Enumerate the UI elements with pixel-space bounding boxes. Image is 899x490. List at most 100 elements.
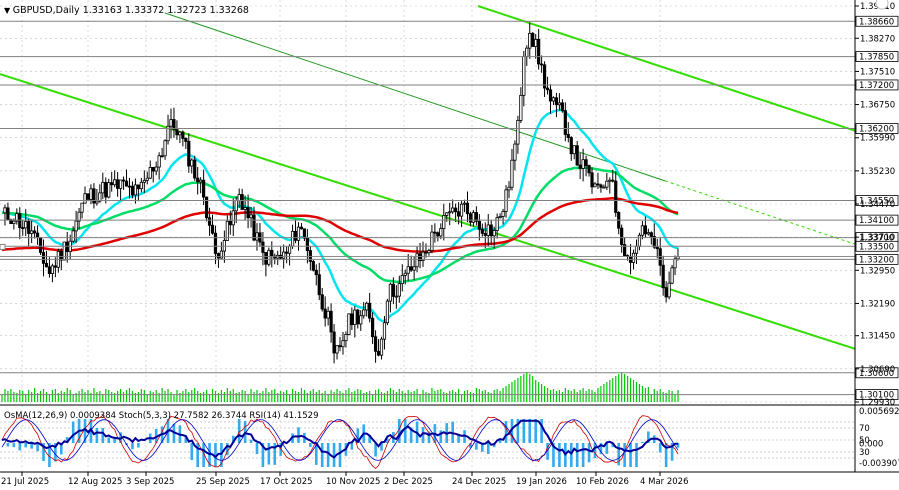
candle-body <box>107 182 111 198</box>
candle <box>356 308 360 329</box>
osma-bar <box>338 443 342 467</box>
candle-body <box>53 265 57 268</box>
osma-bar <box>558 443 561 467</box>
candle <box>169 108 173 139</box>
candle <box>608 177 612 194</box>
candle-body <box>418 253 422 261</box>
candle-body <box>359 315 363 325</box>
candle <box>640 221 645 240</box>
candle <box>53 257 57 278</box>
candle <box>240 188 244 210</box>
candle <box>27 218 31 246</box>
candle-body <box>566 134 570 138</box>
candle <box>302 228 307 242</box>
candle <box>412 255 416 281</box>
level-label: 1.36200 <box>859 125 894 135</box>
left-price-marker <box>0 243 6 250</box>
candle-body <box>320 294 324 310</box>
candle <box>569 136 573 161</box>
candle <box>249 207 253 228</box>
candle <box>439 223 443 240</box>
candle <box>620 224 624 253</box>
candle-body <box>296 226 301 241</box>
chart-scroll-icon[interactable] <box>875 0 889 10</box>
y-tick-label: 1.38270 <box>860 34 895 44</box>
x-tick-label: 3 Sep 2025 <box>126 477 174 487</box>
candle-body <box>445 212 449 216</box>
osma-bar <box>664 443 668 467</box>
candle-body <box>350 313 354 325</box>
osma-bar <box>320 443 324 467</box>
level-label-box <box>855 240 899 252</box>
candle-body <box>116 179 120 189</box>
osma-bar <box>641 441 644 443</box>
candle-body <box>456 211 461 217</box>
candle-body <box>593 183 597 188</box>
candle <box>599 183 603 193</box>
candle-body <box>329 310 333 333</box>
candle-body <box>462 202 467 205</box>
candle-body <box>166 125 170 142</box>
candle <box>317 262 321 301</box>
osma-bar <box>504 421 508 443</box>
candle-body <box>551 97 556 102</box>
candle-body <box>341 340 345 348</box>
candle-body <box>317 274 321 296</box>
candle <box>151 166 155 183</box>
candle-body <box>160 155 164 158</box>
osma-bar <box>65 437 69 443</box>
candle-body <box>376 350 381 356</box>
osma-bar <box>172 423 176 443</box>
candle-body <box>151 166 155 172</box>
candle <box>127 177 132 199</box>
candle-body <box>6 207 10 221</box>
osma-bar <box>48 443 51 467</box>
osma-bar <box>403 419 407 443</box>
candle <box>480 223 484 237</box>
candle <box>519 87 523 124</box>
candle-body <box>356 309 360 325</box>
candle-body <box>344 334 348 342</box>
candle <box>513 140 517 171</box>
candle-body <box>620 227 624 245</box>
candle <box>308 246 312 271</box>
x-tick-label: 25 Sep 2025 <box>196 477 250 487</box>
candle <box>184 137 188 149</box>
candle <box>124 169 129 187</box>
candle <box>175 120 179 140</box>
osma-bar <box>220 443 223 467</box>
candle-body <box>264 252 268 265</box>
candle-body <box>77 211 81 222</box>
candle <box>350 307 354 330</box>
candle-body <box>196 177 200 183</box>
level-label: 1.38660 <box>859 17 894 27</box>
osma-bar <box>552 443 555 467</box>
osma-bar <box>273 443 277 465</box>
candle-body <box>44 262 49 268</box>
candle-body <box>554 97 559 106</box>
candle <box>231 198 235 237</box>
candle-body <box>365 302 369 311</box>
symbol-title: ▼ GBPUSD,Daily 1.33163 1.33372 1.32723 1… <box>4 5 249 16</box>
stoch-signal-line <box>1 419 679 461</box>
candle-body <box>599 184 603 188</box>
osma-bar <box>647 431 650 443</box>
candle <box>403 269 407 285</box>
candle-body <box>80 202 84 213</box>
candle <box>148 160 152 180</box>
candle-body <box>581 159 585 169</box>
level-label: 1.37200 <box>859 81 894 91</box>
candle-body <box>216 253 221 259</box>
candle <box>400 264 404 292</box>
candle-body <box>563 110 567 135</box>
candle-body <box>658 248 662 266</box>
candle-body <box>516 119 520 145</box>
candle <box>50 263 55 283</box>
osma-bar <box>368 434 371 443</box>
candle-body <box>163 140 167 157</box>
candle-body <box>237 194 241 201</box>
candle-body <box>492 230 496 237</box>
level-label-box <box>855 195 899 206</box>
osma-bar <box>184 435 188 443</box>
